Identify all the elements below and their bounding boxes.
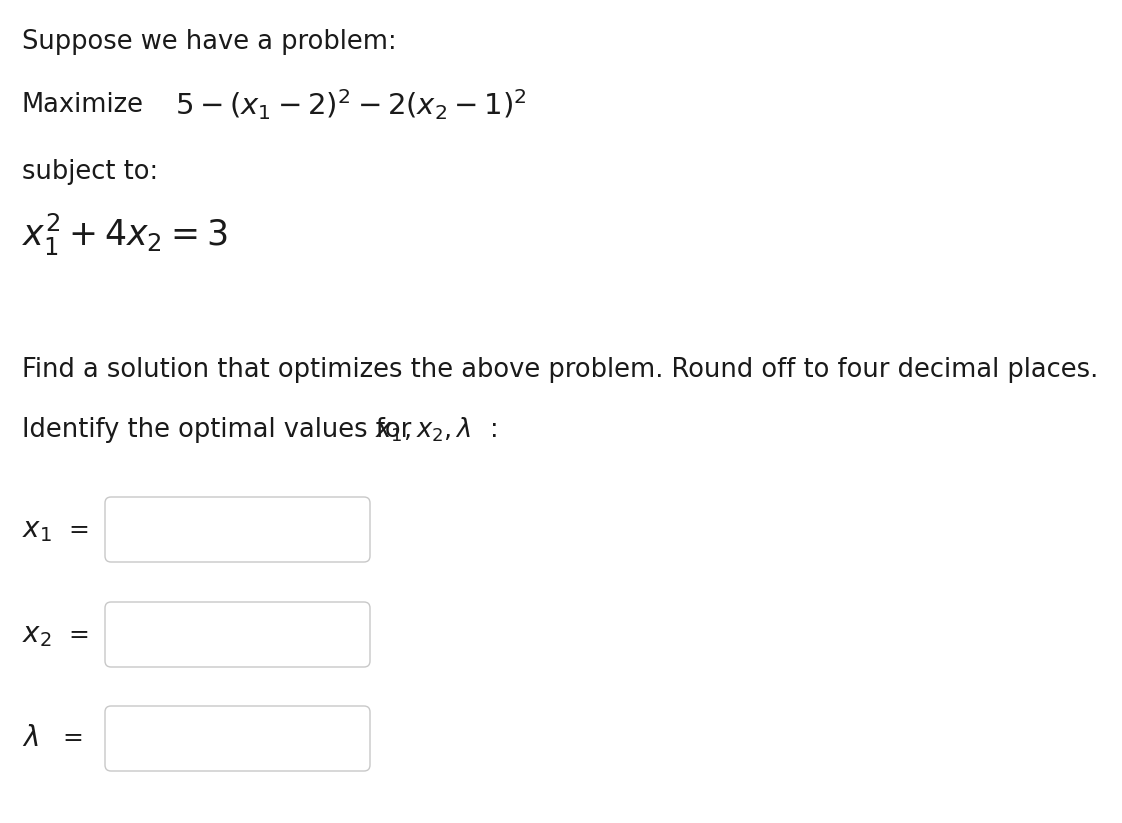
- Text: :: :: [490, 417, 498, 443]
- Text: $x_1^2+4x_2=3$: $x_1^2+4x_2=3$: [22, 212, 228, 258]
- Text: =: =: [68, 623, 89, 647]
- Text: $x_1$: $x_1$: [22, 516, 52, 544]
- Text: =: =: [62, 726, 83, 750]
- Text: subject to:: subject to:: [22, 159, 158, 185]
- Text: $x_2$: $x_2$: [22, 621, 52, 649]
- Text: $x_1, x_2, \lambda$: $x_1, x_2, \lambda$: [375, 416, 471, 444]
- FancyBboxPatch shape: [105, 706, 370, 771]
- Text: =: =: [68, 518, 89, 542]
- Text: Suppose we have a problem:: Suppose we have a problem:: [22, 29, 396, 55]
- Text: $5-(x_1-2)^2-2(x_2-1)^2$: $5-(x_1-2)^2-2(x_2-1)^2$: [175, 88, 527, 123]
- Text: Maximize: Maximize: [22, 92, 144, 118]
- Text: $\lambda$: $\lambda$: [22, 724, 39, 752]
- FancyBboxPatch shape: [105, 497, 370, 562]
- FancyBboxPatch shape: [105, 602, 370, 667]
- Text: Find a solution that optimizes the above problem. Round off to four decimal plac: Find a solution that optimizes the above…: [22, 357, 1098, 383]
- Text: Identify the optimal values for: Identify the optimal values for: [22, 417, 420, 443]
